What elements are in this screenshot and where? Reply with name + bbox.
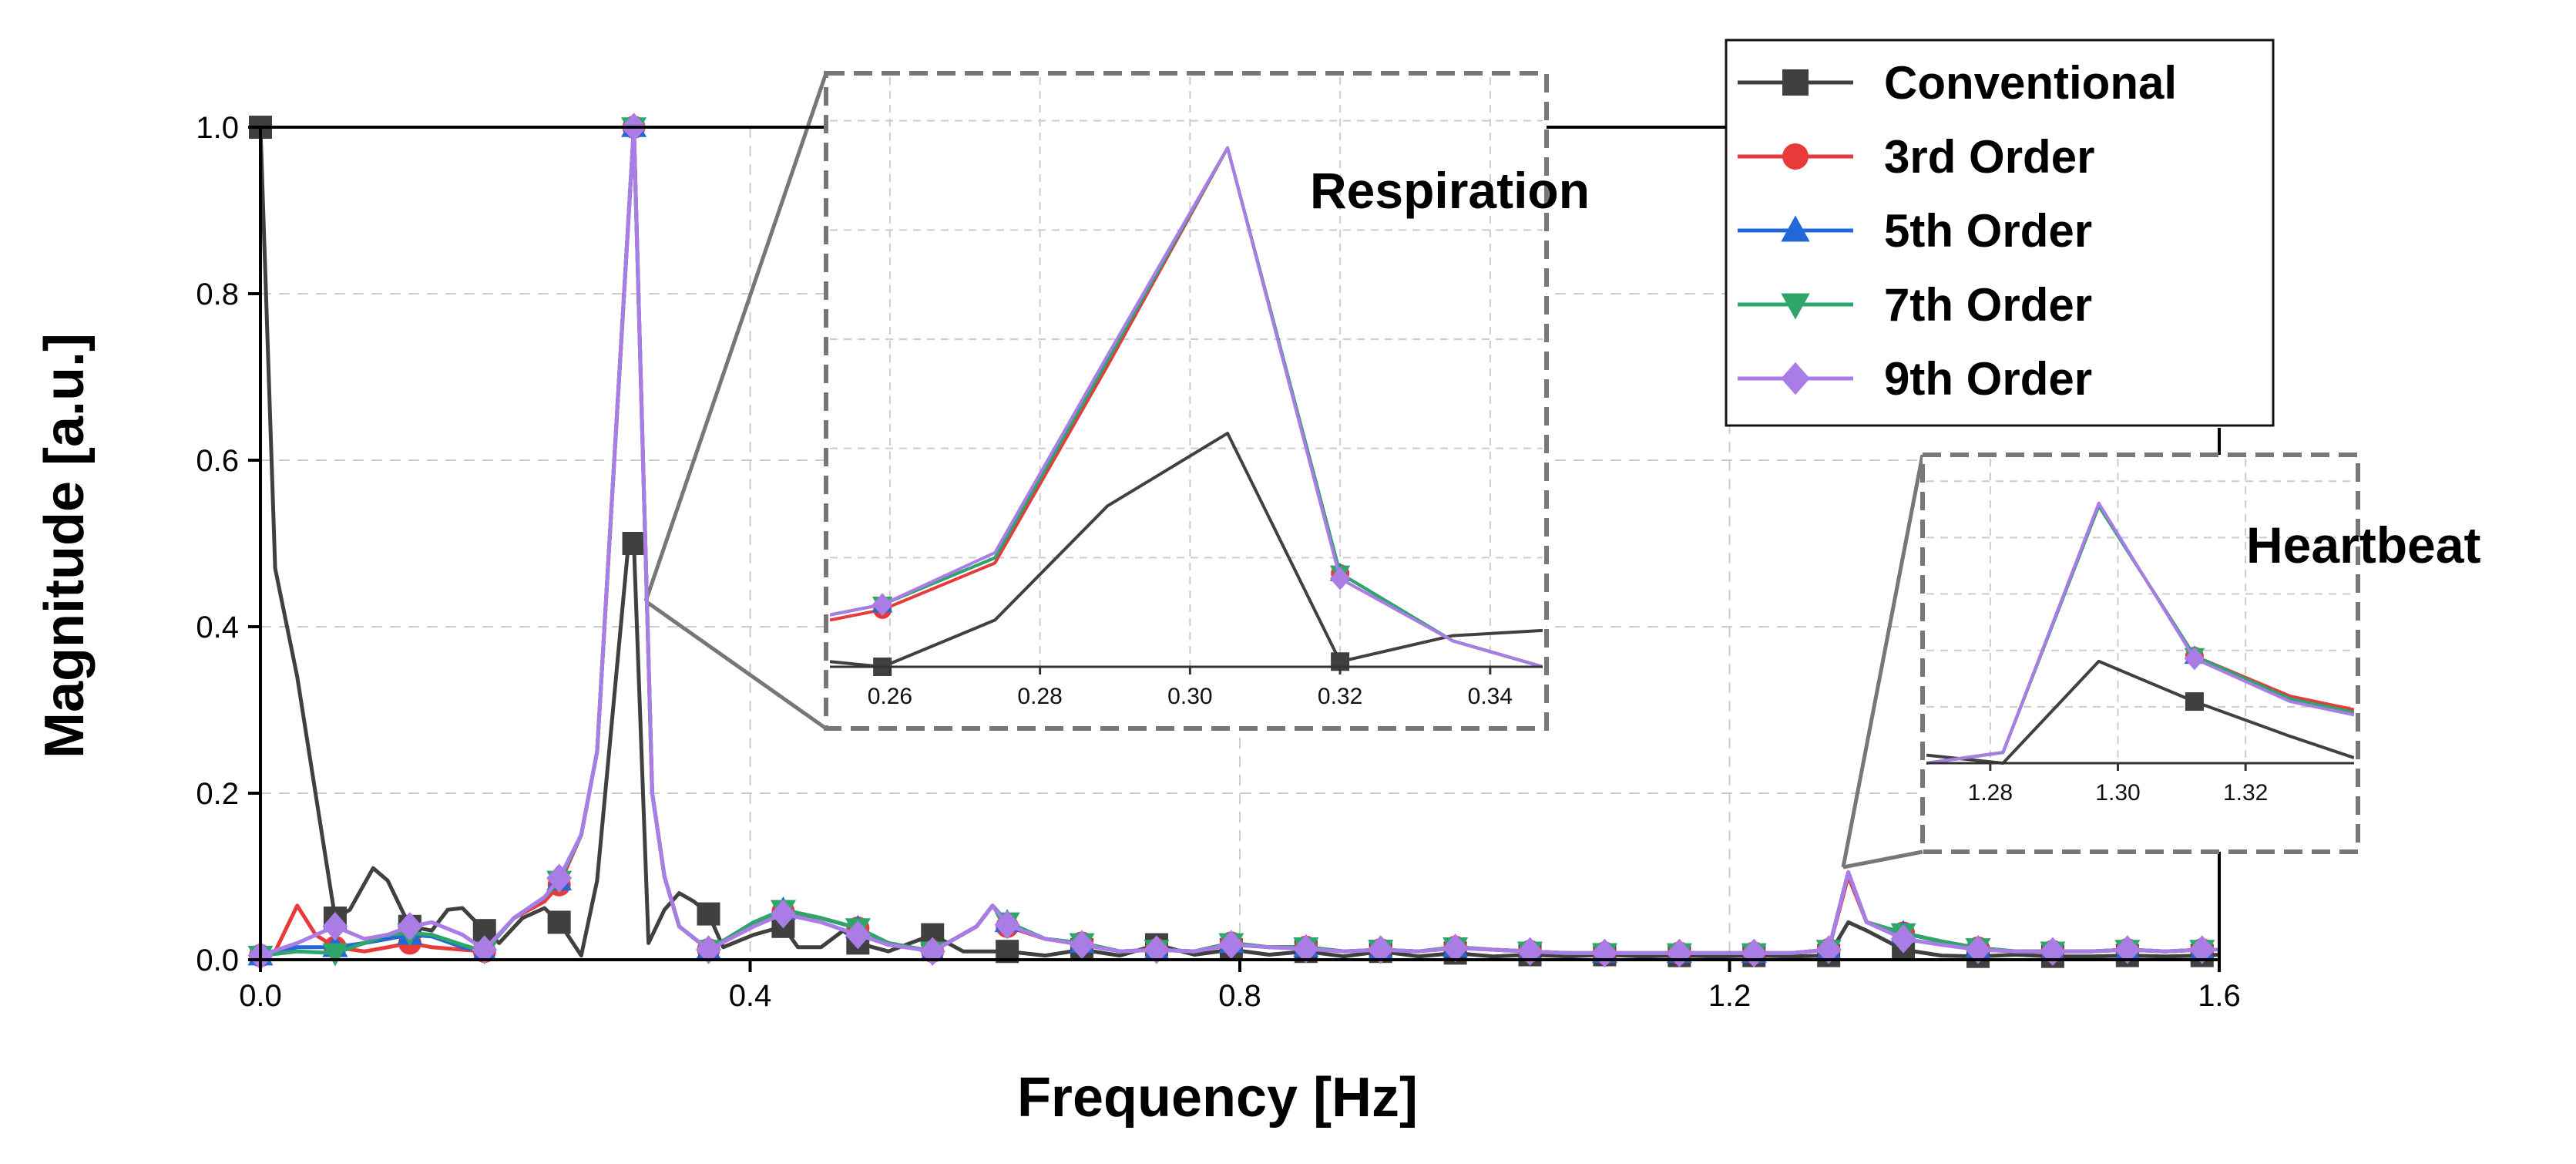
inset-point-order9 [872,593,893,617]
data-point-order9 [770,899,796,929]
data-point-order9 [322,912,348,941]
data-point-order9 [1218,930,1244,960]
inset-border [824,71,1549,731]
zoom-connector [643,72,828,602]
data-point-order9 [1815,935,1842,964]
y-axis-title: Magnitude [a.u.] [34,333,96,759]
legend-label: 9th Order [1884,353,2092,405]
data-point-conventional [547,910,571,934]
legend-entry-order7: 7th Order [1738,279,2092,331]
zoom-guides [643,72,1925,870]
y-tick-label: 1.0 [196,111,239,145]
inset-title: Heartbeat [2246,516,2480,574]
y-tick-label: 0.0 [196,944,239,977]
legend-label: 3rd Order [1884,131,2094,183]
legend-marker-conventional [1782,69,1809,96]
inset-x-tick-label: 1.28 [1968,780,2013,806]
data-point-order9 [2189,935,2215,964]
legend-marker-order7 [1781,293,1810,320]
legend-label: 7th Order [1884,279,2092,331]
x-tick-label: 0.8 [1218,979,1261,1013]
y-tick-label: 0.6 [196,444,239,478]
inset-point-conventional [2185,692,2204,712]
data-point-order9 [1144,935,1170,964]
inset-line-conventional [830,432,1543,668]
main-axes: 0.0 0.4 0.8 1.2 1.6 0.0 0.2 0.4 0.6 0.8 1.0 [196,111,2240,1013]
data-point-order9 [695,935,721,964]
y-tick-label: 0.4 [196,611,239,644]
series-line-order9 [260,125,2219,957]
inset-x-tick-label: 0.32 [1318,684,1362,709]
data-point-order9 [1890,924,1916,954]
inset-background [1923,455,2358,852]
data-point-order9 [2114,935,2141,964]
x-tick-label: 0.4 [729,979,772,1013]
inset-x-tick-label: 1.30 [2095,780,2140,806]
data-point-conventional [697,902,720,926]
inset-x-tick-label: 0.30 [1167,684,1212,709]
inset-background [826,73,1547,728]
data-point-order9 [472,935,498,964]
legend-label: 5th Order [1884,205,2092,257]
data-point-order9 [1965,935,1991,964]
x-tick-label: 1.2 [1708,979,1751,1013]
heartbeat-inset: 1.28 1.30 1.32 Heartbeat [1920,452,2480,854]
data-point-order9 [1368,935,1394,964]
main-series [247,113,2220,971]
data-point-order9 [1293,934,1319,964]
legend-box [1725,39,2275,427]
inset-series [830,146,1543,676]
inset-x-tick-label: 0.34 [1468,684,1513,709]
y-tick-label: 0.8 [196,278,239,311]
data-point-order9 [845,920,871,950]
x-axis-title: Frequency [Hz] [1017,1067,1418,1129]
legend-label: Conventional [1884,57,2177,109]
legend-entry-order3: 3rd Order [1738,131,2094,183]
inset-x-tick-label: 1.32 [2223,780,2268,806]
data-point-order9 [546,863,573,893]
respiration-inset: 0.26 0.28 0.30 0.32 0.34 Respiration [824,71,1590,731]
data-point-conventional [622,532,646,555]
data-point-order9 [1442,934,1469,963]
inset-line-conventional [1926,659,2354,765]
inset-x-tick-label: 0.26 [868,684,912,709]
inset-line-order9 [1926,501,2354,765]
inset-line-order9 [830,146,1543,668]
data-point-order7 [322,943,348,967]
zoom-connector [644,599,828,731]
inset-x-tick-label: 0.28 [1017,684,1062,709]
legend: Conventional 3rd Order 5th Order 7th Order 9… [1725,39,2275,427]
inset-series [1926,501,2354,765]
legend-entry-conventional: Conventional [1738,57,2177,109]
x-tick-label: 1.6 [2198,979,2241,1013]
legend-marker-order9 [1781,362,1810,395]
legend-entry-order9: 9th Order [1738,353,2092,405]
y-tick-label: 0.2 [196,777,239,811]
legend-marker-order3 [1782,143,1809,170]
zoom-connector [1842,849,1923,870]
legend-entry-order5: 5th Order [1738,205,2092,257]
inset-title: Respiration [1310,162,1590,219]
inset-point-order9 [2184,647,2205,671]
legend-marker-order5 [1781,215,1810,242]
data-point-order9 [397,912,423,941]
zoom-connector [1841,454,1925,868]
inset-point-order9 [1329,567,1351,590]
data-point-order9 [994,910,1020,940]
data-point-order9 [1069,930,1095,960]
x-tick-label: 0.0 [239,979,282,1013]
